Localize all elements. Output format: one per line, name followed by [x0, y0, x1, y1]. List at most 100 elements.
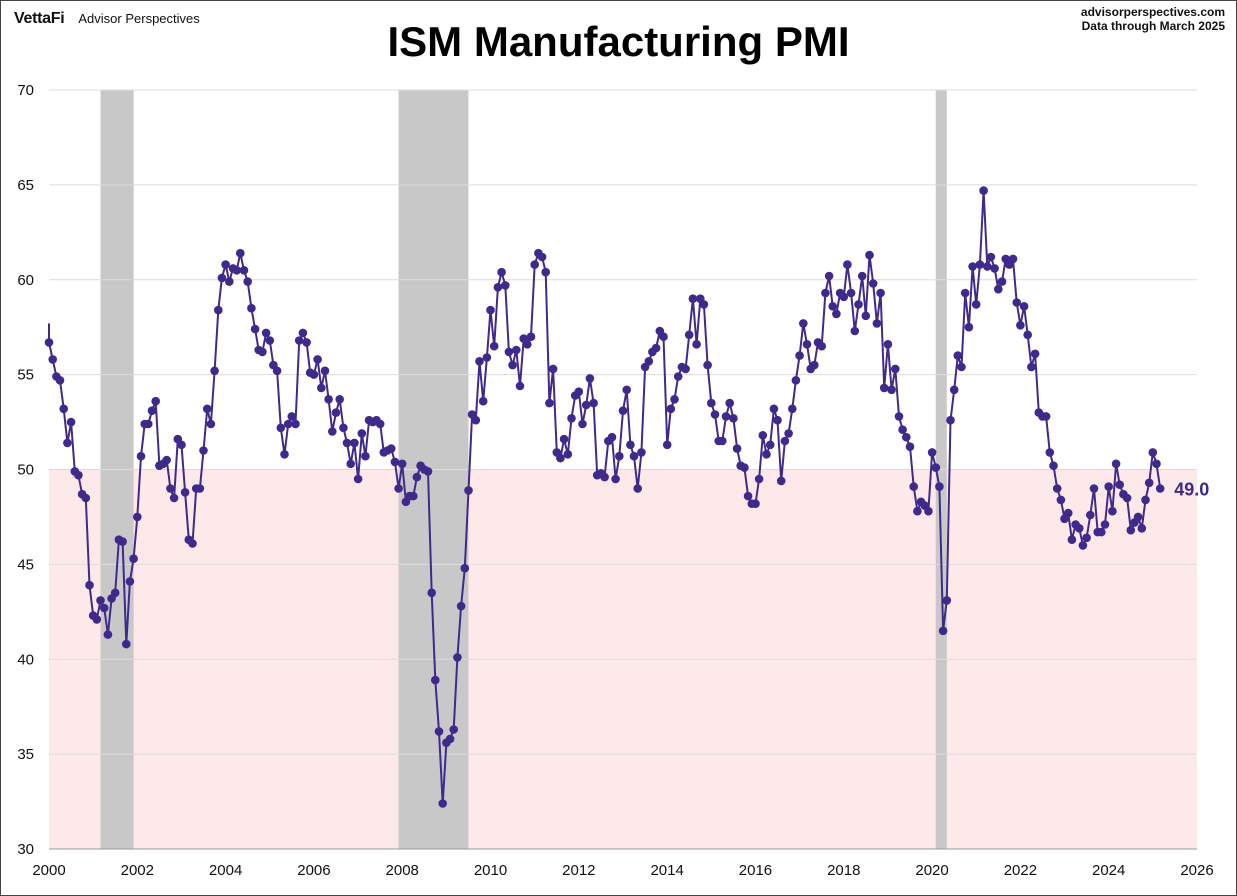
data-point: [710, 410, 720, 419]
data-point: [913, 506, 922, 516]
data-point: [839, 292, 849, 302]
data-point: [317, 383, 326, 393]
data-point: [258, 347, 267, 357]
data-point: [526, 332, 536, 342]
x-tick-label: 2016: [739, 862, 772, 879]
data-point: [394, 484, 403, 493]
data-point: [559, 434, 569, 444]
data-point: [795, 351, 804, 360]
x-tick-label: 2004: [209, 862, 242, 879]
x-tick-label: 2012: [562, 862, 595, 879]
data-point: [585, 374, 595, 383]
data-point: [55, 376, 65, 385]
data-point: [48, 355, 57, 364]
data-point: [118, 537, 127, 546]
data-point: [1019, 302, 1029, 311]
data-point: [732, 444, 742, 453]
data-point: [754, 474, 764, 484]
data-point: [832, 309, 841, 319]
data-point: [361, 451, 370, 461]
data-point: [692, 340, 701, 349]
data-point: [574, 387, 584, 397]
data-point: [891, 364, 900, 374]
data-point: [729, 414, 738, 423]
data-point: [1155, 484, 1165, 493]
data-point: [409, 491, 418, 501]
data-point: [44, 338, 54, 347]
data-point: [294, 336, 304, 345]
data-point: [497, 267, 506, 277]
data-point: [935, 482, 944, 491]
data-point: [699, 300, 709, 309]
data-point: [644, 357, 654, 366]
data-point: [1016, 321, 1025, 330]
data-point: [1049, 461, 1058, 471]
data-point: [556, 453, 565, 463]
data-point: [180, 488, 190, 497]
x-tick-label: 2022: [1004, 862, 1037, 879]
data-point: [953, 351, 963, 360]
data-point: [1041, 412, 1051, 421]
data-point: [994, 284, 1003, 294]
data-point: [324, 395, 333, 404]
data-point: [1115, 480, 1124, 490]
data-point: [1056, 495, 1066, 505]
data-point: [1148, 448, 1158, 457]
data-point: [957, 362, 966, 372]
data-point: [357, 429, 367, 438]
data-point: [342, 438, 352, 448]
data-point: [773, 415, 782, 425]
data-point: [600, 472, 609, 482]
data-point: [975, 260, 985, 269]
y-tick-label: 50: [17, 462, 34, 479]
data-point: [449, 725, 459, 734]
data-point: [320, 366, 330, 376]
data-point: [791, 376, 801, 385]
data-point: [1122, 493, 1132, 503]
data-point: [390, 457, 400, 467]
data-point: [854, 300, 863, 309]
brand-subtitle: Advisor Perspectives: [78, 11, 200, 26]
data-point: [335, 395, 345, 404]
data-point: [523, 340, 532, 349]
brand-name: VettaFi: [14, 10, 65, 27]
data-point: [707, 398, 716, 408]
data-point: [1030, 349, 1040, 359]
data-point: [74, 470, 83, 480]
data-point: [225, 277, 234, 286]
data-point: [846, 288, 856, 298]
data-point: [1067, 535, 1077, 544]
x-tick-label: 2024: [1092, 862, 1125, 879]
data-point: [144, 419, 153, 429]
data-point: [637, 448, 646, 457]
data-point: [460, 563, 470, 573]
x-tick-label: 2008: [386, 862, 419, 879]
data-point: [508, 360, 517, 370]
data-point: [1097, 527, 1106, 537]
data-point: [456, 601, 466, 611]
data-point: [541, 267, 550, 277]
data-point: [434, 727, 444, 736]
data-point: [206, 419, 216, 429]
data-point: [339, 423, 348, 433]
data-point: [261, 328, 271, 338]
data-point: [684, 330, 694, 340]
data-point: [125, 577, 135, 586]
data-point: [607, 432, 617, 442]
data-point: [563, 450, 573, 459]
data-point: [287, 412, 297, 421]
x-tick-label: 2006: [297, 862, 330, 879]
data-point: [298, 328, 308, 338]
data-through-note: Data through March 2025: [1081, 19, 1225, 33]
y-tick-label: 30: [17, 841, 34, 858]
data-point: [1086, 510, 1095, 520]
data-point: [898, 425, 907, 435]
data-point: [129, 554, 138, 563]
data-point: [615, 451, 624, 461]
data-point: [471, 415, 481, 425]
data-point: [876, 288, 885, 298]
data-point: [611, 474, 620, 484]
data-point: [133, 512, 142, 522]
x-tick-label: 2000: [32, 862, 65, 879]
